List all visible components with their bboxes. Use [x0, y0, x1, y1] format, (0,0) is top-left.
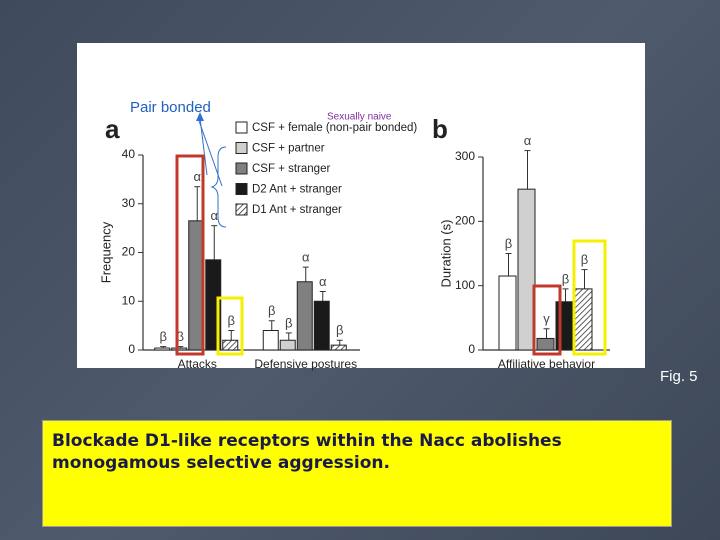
- figure-panel: [77, 43, 645, 368]
- legend-swatch: [235, 203, 248, 216]
- annotation: Pair bonded: [130, 99, 211, 116]
- significance-label: β: [581, 252, 588, 267]
- bar: [330, 344, 347, 351]
- legend-swatch: [235, 121, 248, 134]
- significance-label: γ: [543, 311, 550, 326]
- x-tick-label: Defensive postures: [254, 357, 357, 371]
- significance-label: α: [302, 250, 310, 265]
- figure-label: Fig. 5: [660, 368, 698, 385]
- annotation: Sexually naive: [327, 112, 392, 123]
- bar: [498, 275, 517, 351]
- bar: [279, 339, 296, 351]
- y-axis-label: Duration (s): [438, 220, 453, 288]
- significance-label: α: [319, 274, 327, 289]
- bar: [574, 288, 593, 351]
- legend-swatch: [235, 162, 248, 175]
- highlight-box: [572, 239, 607, 356]
- caption-box: Blockade D1-like receptors within the Na…: [42, 420, 672, 527]
- legend-swatch: [235, 142, 248, 154]
- panel-letter: a: [105, 114, 120, 144]
- significance-label: β: [505, 236, 512, 251]
- y-tick-label: 20: [122, 245, 136, 259]
- y-tick-label: 30: [122, 196, 136, 210]
- x-tick-label: Affiliative behavior: [498, 357, 595, 371]
- y-tick-label: 10: [122, 293, 136, 307]
- y-tick-label: 0: [128, 342, 135, 356]
- legend-label: D1 Ant + stranger: [252, 204, 342, 216]
- significance-label: β: [285, 315, 292, 330]
- significance-label: α: [210, 208, 218, 223]
- arrow-head: [196, 112, 204, 121]
- panel-letter: b: [432, 114, 448, 144]
- significance-label: α: [193, 169, 201, 184]
- significance-label: β: [177, 329, 184, 344]
- significance-label: β: [268, 303, 275, 318]
- x-tick-label: Attacks: [178, 357, 217, 371]
- y-tick-label: 40: [122, 147, 136, 161]
- figure: Pair bonded Sexually naive a 0 10 20 30 40 Fre…: [77, 43, 645, 372]
- bar: [313, 300, 330, 351]
- bar: [171, 347, 188, 351]
- bar: [154, 347, 171, 351]
- y-tick-label: 100: [455, 278, 475, 292]
- legend-label: CSF + female (non-pair bonded): [252, 122, 417, 134]
- annotation-arrow: [199, 117, 208, 176]
- significance-label: β: [228, 313, 235, 328]
- legend-swatch: [235, 183, 248, 195]
- legend-label: CSF + partner: [252, 143, 325, 155]
- significance-label: β: [160, 329, 167, 344]
- y-tick-label: 0: [468, 342, 475, 356]
- legend-label: CSF + stranger: [252, 163, 330, 175]
- bar: [222, 339, 239, 351]
- y-tick-label: 200: [455, 214, 475, 228]
- bar: [296, 281, 313, 351]
- significance-label: α: [524, 133, 532, 148]
- significance-label: β: [562, 271, 569, 286]
- y-axis-label: Frequency: [98, 221, 113, 283]
- bracket: [210, 146, 227, 228]
- highlight-box: [175, 154, 205, 356]
- highlight-box: [216, 296, 244, 356]
- legend-label: D2 Ant + stranger: [252, 184, 342, 196]
- bar: [262, 330, 279, 351]
- bar: [517, 188, 536, 351]
- caption: Blockade D1-like receptors within the Na…: [52, 431, 562, 473]
- highlight-box: [532, 284, 562, 356]
- y-tick-label: 300: [455, 149, 475, 163]
- bar: [536, 337, 555, 351]
- significance-label: β: [336, 323, 343, 338]
